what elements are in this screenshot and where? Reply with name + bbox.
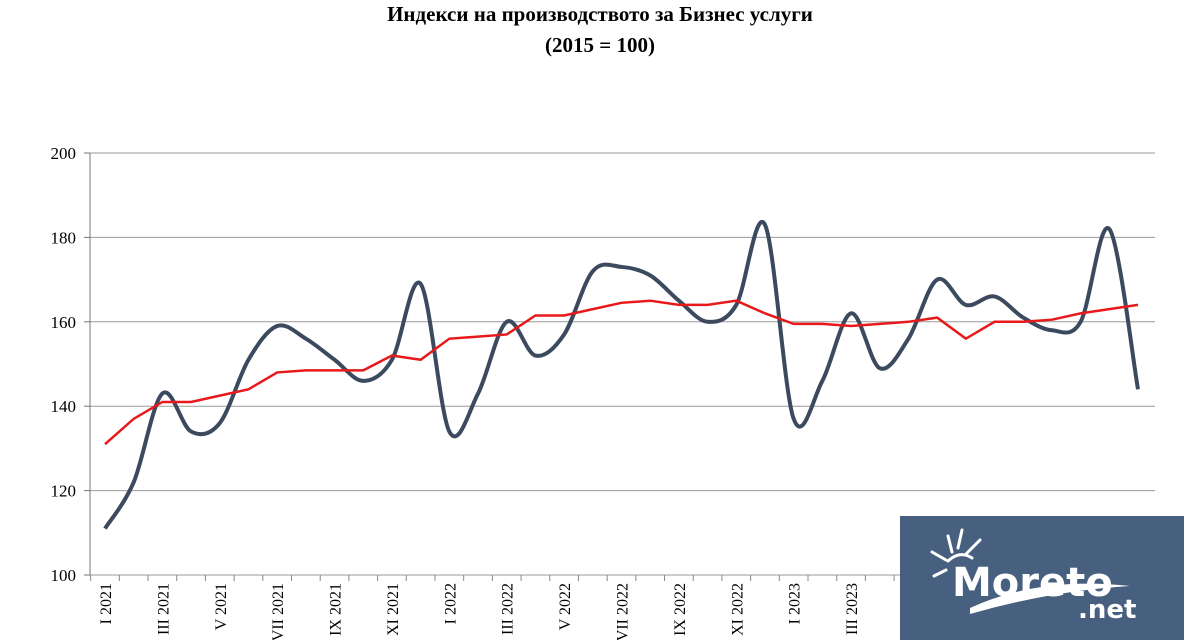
chart-subtitle: (2015 = 100) bbox=[545, 33, 655, 57]
x-tick-label: IX 2022 bbox=[672, 583, 689, 636]
y-tick-label: 100 bbox=[51, 566, 77, 585]
x-tick-label: V 2021 bbox=[213, 583, 230, 630]
chart-title: Индекси на производството за Бизнес услу… bbox=[387, 2, 813, 26]
x-tick-label: III 2021 bbox=[155, 583, 172, 635]
x-tick-label: I 2021 bbox=[98, 583, 115, 624]
y-tick-label: 200 bbox=[51, 144, 77, 163]
x-tick-label: IX 2021 bbox=[328, 583, 345, 636]
x-tick-label: V 2022 bbox=[557, 583, 574, 630]
x-tick-label: I 2023 bbox=[787, 583, 804, 624]
moreto-logo-watermark: Moreto .net bbox=[900, 516, 1184, 640]
y-tick-label: 140 bbox=[51, 397, 77, 416]
series-line-trend bbox=[104, 299, 1139, 446]
x-tick-label: XI 2021 bbox=[385, 583, 402, 636]
x-tick-label: III 2022 bbox=[500, 583, 517, 635]
svg-text:.net: .net bbox=[1078, 595, 1136, 625]
y-tick-label: 180 bbox=[51, 228, 77, 247]
x-tick-label: VII 2022 bbox=[615, 583, 632, 640]
x-tick-label: III 2023 bbox=[844, 583, 861, 635]
y-tick-label: 120 bbox=[51, 482, 77, 501]
series-line-index bbox=[103, 220, 1140, 530]
y-tick-label: 160 bbox=[51, 313, 77, 332]
logo-image: Moreto .net bbox=[930, 528, 1136, 625]
x-tick-label: VII 2021 bbox=[270, 583, 287, 640]
x-tick-label: I 2022 bbox=[442, 583, 459, 624]
x-tick-label: XI 2022 bbox=[729, 583, 746, 636]
